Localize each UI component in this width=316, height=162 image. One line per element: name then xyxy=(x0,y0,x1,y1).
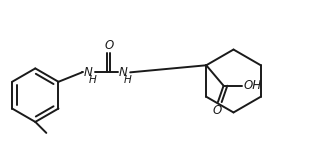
Text: N: N xyxy=(83,66,92,79)
Text: H: H xyxy=(124,75,132,85)
Text: O: O xyxy=(213,104,222,117)
Text: O: O xyxy=(104,39,113,52)
Text: OH: OH xyxy=(243,79,261,92)
Text: N: N xyxy=(118,66,127,79)
Text: H: H xyxy=(89,75,97,85)
